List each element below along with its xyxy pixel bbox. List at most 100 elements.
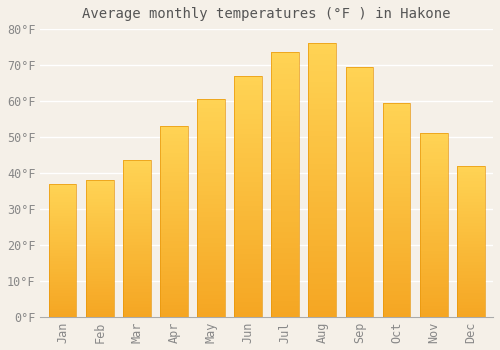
Bar: [382, 218, 410, 223]
Bar: [457, 293, 484, 296]
Bar: [123, 217, 150, 220]
Bar: [86, 205, 114, 208]
Bar: [346, 117, 374, 122]
Bar: [160, 168, 188, 172]
Bar: [308, 147, 336, 153]
Bar: [457, 265, 484, 268]
Bar: [272, 158, 299, 163]
Bar: [346, 202, 374, 207]
Bar: [123, 160, 150, 317]
Bar: [272, 274, 299, 280]
Bar: [272, 121, 299, 126]
Bar: [197, 104, 225, 108]
Bar: [346, 247, 374, 252]
Bar: [197, 130, 225, 134]
Bar: [160, 149, 188, 153]
Bar: [160, 172, 188, 176]
Bar: [160, 256, 188, 260]
Bar: [272, 222, 299, 227]
Bar: [346, 267, 374, 272]
Bar: [123, 210, 150, 214]
Bar: [382, 236, 410, 240]
Bar: [308, 93, 336, 98]
Bar: [123, 195, 150, 198]
Bar: [234, 259, 262, 264]
Bar: [308, 180, 336, 186]
Bar: [420, 247, 448, 251]
Bar: [272, 201, 299, 206]
Bar: [382, 214, 410, 218]
Bar: [272, 259, 299, 264]
Bar: [123, 176, 150, 179]
Bar: [197, 299, 225, 304]
Bar: [160, 164, 188, 168]
Bar: [420, 265, 448, 269]
Bar: [48, 245, 76, 247]
Bar: [457, 229, 484, 232]
Bar: [123, 304, 150, 307]
Bar: [160, 309, 188, 313]
Bar: [457, 272, 484, 274]
Bar: [308, 229, 336, 235]
Bar: [382, 193, 410, 197]
Bar: [48, 264, 76, 266]
Bar: [346, 157, 374, 162]
Bar: [457, 169, 484, 172]
Bar: [197, 138, 225, 143]
Bar: [123, 260, 150, 264]
Bar: [86, 229, 114, 232]
Bar: [160, 180, 188, 183]
Bar: [382, 282, 410, 287]
Bar: [308, 114, 336, 120]
Bar: [420, 181, 448, 185]
Bar: [48, 224, 76, 226]
Bar: [160, 252, 188, 256]
Bar: [234, 191, 262, 196]
Bar: [382, 265, 410, 270]
Bar: [234, 206, 262, 211]
Bar: [197, 169, 225, 173]
Bar: [160, 222, 188, 225]
Bar: [457, 232, 484, 235]
Bar: [272, 312, 299, 317]
Bar: [308, 191, 336, 197]
Bar: [272, 169, 299, 174]
Bar: [123, 160, 150, 163]
Bar: [234, 235, 262, 240]
Bar: [382, 150, 410, 154]
Bar: [160, 126, 188, 317]
Bar: [457, 290, 484, 293]
Bar: [457, 217, 484, 220]
Bar: [457, 223, 484, 226]
Bar: [272, 142, 299, 148]
Bar: [86, 306, 114, 309]
Bar: [420, 214, 448, 218]
Bar: [86, 248, 114, 251]
Bar: [86, 188, 114, 191]
Bar: [234, 254, 262, 259]
Bar: [160, 233, 188, 237]
Bar: [86, 197, 114, 199]
Bar: [346, 307, 374, 312]
Bar: [160, 260, 188, 264]
Bar: [234, 283, 262, 288]
Bar: [382, 248, 410, 253]
Bar: [382, 278, 410, 282]
Bar: [160, 153, 188, 157]
Bar: [197, 164, 225, 169]
Bar: [197, 243, 225, 247]
Bar: [123, 251, 150, 254]
Bar: [457, 268, 484, 272]
Bar: [272, 153, 299, 158]
Bar: [457, 284, 484, 287]
Bar: [308, 289, 336, 295]
Bar: [123, 279, 150, 282]
Bar: [234, 196, 262, 201]
Bar: [346, 302, 374, 307]
Bar: [234, 264, 262, 268]
Bar: [272, 163, 299, 169]
Bar: [457, 187, 484, 190]
Bar: [272, 100, 299, 105]
Bar: [160, 313, 188, 317]
Bar: [346, 132, 374, 137]
